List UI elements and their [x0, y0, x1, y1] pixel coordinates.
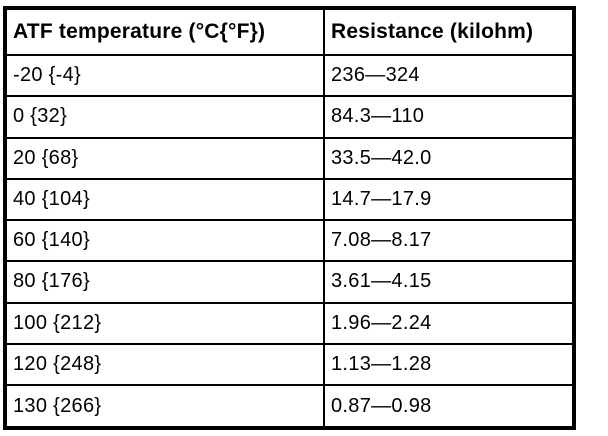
resistance-cell: 1.96—2.24 [323, 301, 575, 345]
table-row: 80 {176} 3.61—4.15 [4, 260, 575, 304]
table-body: -20 {-4} 236—324 0 {32} 84.3—110 20 {68} 33.5… [4, 53, 575, 429]
temperature-cell: 0 {32} [4, 95, 325, 139]
table-row: 40 {104} 14.7—17.9 [4, 177, 575, 222]
table-row: 0 {32} 84.3—110 [4, 95, 575, 139]
resistance-cell: 33.5—42.0 [323, 136, 575, 180]
temperature-cell: 100 {212} [4, 301, 325, 345]
resistance-cell: 236—324 [323, 53, 575, 98]
column-header-resistance: Resistance (kilohm) [323, 7, 575, 56]
temperature-cell: 120 {248} [4, 342, 325, 387]
resistance-cell: 84.3—110 [323, 95, 575, 139]
temperature-cell: 60 {140} [4, 218, 325, 263]
header-row: ATF temperature (°C{°F}) Resistance (kil… [4, 7, 575, 56]
column-header-atf-temperature: ATF temperature (°C{°F}) [4, 7, 325, 56]
resistance-cell: 0.87—0.98 [323, 384, 575, 429]
atf-temperature-resistance-table: ATF temperature (°C{°F}) Resistance (kil… [3, 6, 576, 430]
temperature-cell: 130 {266} [4, 384, 325, 429]
table-row: 60 {140} 7.08—8.17 [4, 218, 575, 263]
table-row: 120 {248} 1.13—1.28 [4, 342, 575, 387]
table-row: 100 {212} 1.96—2.24 [4, 301, 575, 345]
table-row: 20 {68} 33.5—42.0 [4, 136, 575, 180]
table-row: -20 {-4} 236—324 [4, 53, 575, 98]
temperature-cell: -20 {-4} [4, 53, 325, 98]
resistance-cell: 3.61—4.15 [323, 260, 575, 304]
temperature-cell: 80 {176} [4, 260, 325, 304]
resistance-cell: 7.08—8.17 [323, 218, 575, 263]
temperature-cell: 20 {68} [4, 136, 325, 180]
table-row: 130 {266} 0.87—0.98 [4, 384, 575, 429]
resistance-cell: 14.7—17.9 [323, 177, 575, 222]
resistance-cell: 1.13—1.28 [323, 342, 575, 387]
temperature-cell: 40 {104} [4, 177, 325, 222]
